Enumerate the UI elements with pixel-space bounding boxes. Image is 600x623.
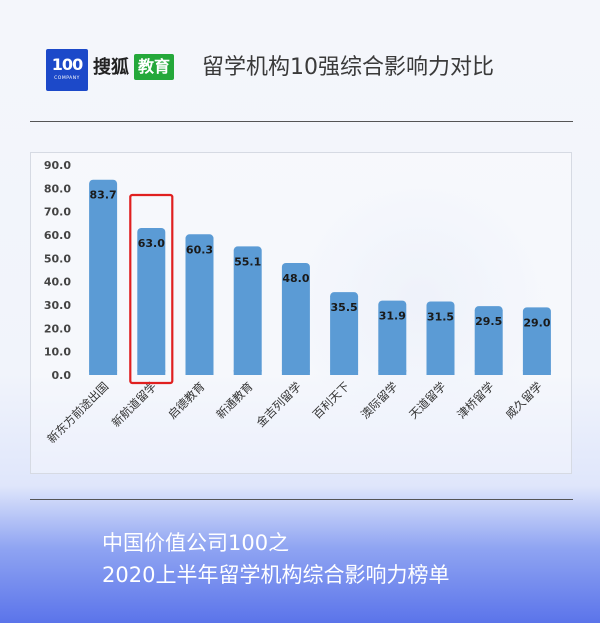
y-tick-label: 70.0 [44,206,71,219]
bar-value-label: 29.5 [475,315,502,328]
y-tick-label: 10.0 [44,346,71,359]
bar-value-label: 31.5 [427,311,454,324]
bar-value-label: 83.7 [90,189,117,202]
bar [281,263,310,375]
bar-value-label: 35.5 [331,301,358,314]
category-label: 新通教育 [213,379,255,421]
page-title: 留学机构10强综合影响力对比 [202,55,494,80]
category-label: 津桥留学 [454,379,496,421]
header: 100 COMPANY 搜狐 教育 留学机构10强综合影响力对比 [0,0,600,122]
bar [474,306,503,375]
category-label: 新东方前途出国 [44,379,111,446]
sohu-logo-text: 搜狐 [93,57,129,78]
bar [522,307,551,375]
bar-base [281,370,310,375]
y-tick-label: 60.0 [44,229,71,242]
category-label: 新航道留学 [109,379,160,430]
bar-base [89,370,118,375]
edu-logo-badge: 教育 [134,54,175,80]
bar-base [137,370,166,375]
logo-number: 100 [51,55,83,74]
bar-base [233,370,262,375]
bar-base [474,370,503,375]
bar-base [330,370,359,375]
logo-caption: COMPANY [54,76,80,81]
bar-base [185,370,214,375]
bar-value-label: 48.0 [282,272,309,285]
bar [137,228,166,375]
bar-base [522,370,551,375]
category-label: 澳际留学 [358,379,400,421]
top-divider [30,121,573,122]
bar-value-label: 31.9 [379,310,406,323]
y-tick-label: 0.0 [52,369,72,382]
bar-value-label: 55.1 [234,255,261,268]
bar [378,300,407,375]
bar [185,234,214,375]
y-tick-label: 30.0 [44,299,71,312]
bar [233,246,262,375]
category-label: 天道留学 [406,379,448,421]
background-watermark [280,170,560,430]
bar [330,292,359,375]
bar-value-label: 60.3 [186,243,213,256]
bar-base [426,370,455,375]
y-tick-label: 40.0 [44,276,71,289]
bar-value-label: 29.0 [523,316,550,329]
footer-line-1: 中国价值公司100之 [102,531,290,555]
chart-panel: 0.0 10.0 20.0 30.0 40.0 50.0 60.0 70.0 80.0 90.0 8… [30,152,572,474]
y-tick-label: 90.0 [44,159,71,172]
category-label: 百利天下 [310,379,352,421]
category-label: 威久留学 [503,379,545,421]
category-label: 启德教育 [165,379,207,421]
bar-base [378,370,407,375]
bar-value-label: 63.0 [138,237,165,250]
y-tick-label: 20.0 [44,322,71,335]
bar-chart: 0.0 10.0 20.0 30.0 40.0 50.0 60.0 70.0 80.0 90.0 8… [44,159,551,446]
bar [426,301,455,375]
category-label: 金吉列留学 [253,379,304,430]
highlight-box [129,193,174,385]
bar [89,179,118,375]
y-tick-label: 80.0 [44,182,71,195]
y-tick-label: 50.0 [44,252,71,265]
bottom-divider [30,499,573,500]
company-100-logo: 100 COMPANY [46,49,88,91]
footer-line-2: 2020上半年留学机构综合影响力榜单 [102,563,450,587]
